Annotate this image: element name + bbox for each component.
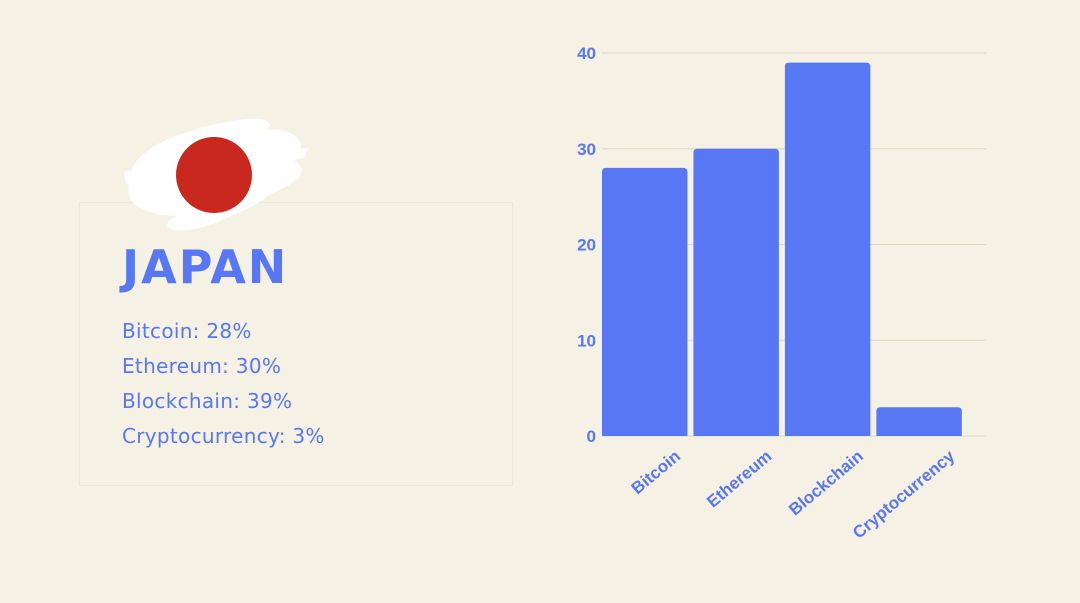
japan-flag-icon [124,118,308,231]
chart-bars [602,62,962,436]
x-tick-label: Bitcoin [628,447,684,499]
bar-bitcoin [602,167,688,436]
info-card [79,202,513,486]
y-tick-label: 20 [577,236,596,255]
stat-blockchain: Blockchain: 39% [122,389,293,413]
y-tick-label: 0 [587,427,596,446]
bar-ethereum [693,148,779,436]
x-tick-label: Ethereum [703,447,775,512]
x-tick-label: Blockchain [785,447,867,520]
stat-ethereum: Ethereum: 30% [122,354,282,378]
y-axis-ticks: 0 10 20 30 40 [577,44,596,446]
bar-blockchain [784,62,871,436]
y-tick-label: 40 [577,44,596,63]
stats-list: Bitcoin: 28% Ethereum: 30% Blockchain: 3… [122,316,325,456]
country-title: JAPAN [122,240,289,294]
bar-cryptocurrency [876,407,962,436]
stat-cryptocurrency: Cryptocurrency: 3% [122,424,325,448]
y-tick-label: 30 [577,140,596,159]
y-tick-label: 10 [577,331,596,350]
stat-bitcoin: Bitcoin: 28% [122,319,252,343]
